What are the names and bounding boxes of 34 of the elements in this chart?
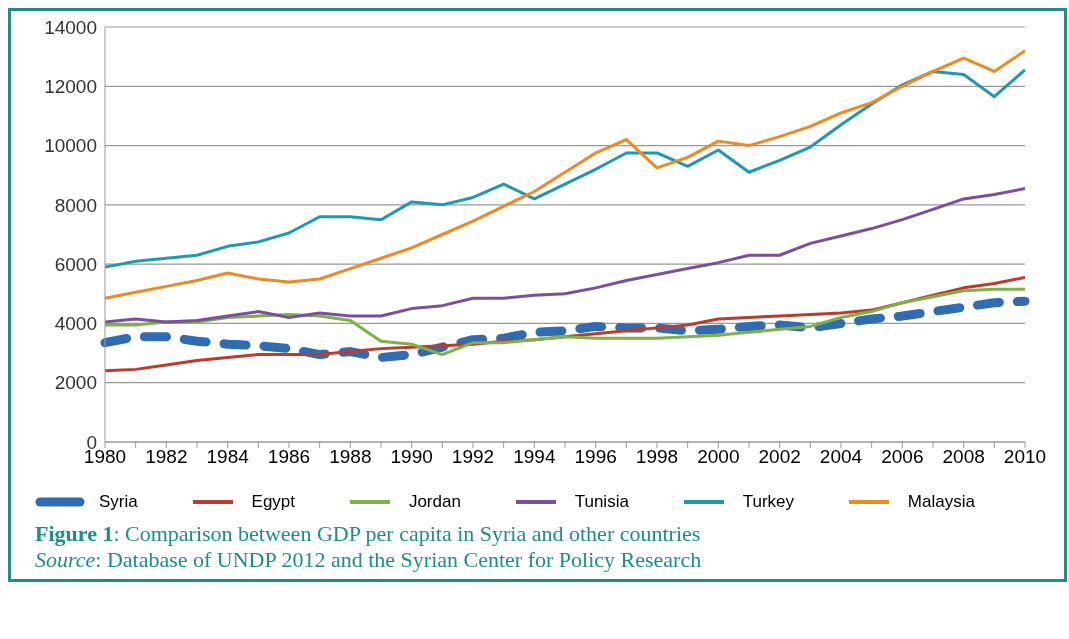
source-note: Source: Database of UNDP 2012 and the Syrian Center for Policy Research xyxy=(35,547,702,572)
text: Figure 1: Comparison between GDP per capita in Syria and other countries xyxy=(35,521,701,546)
x-tick-label: 2002 xyxy=(758,446,801,468)
y-tick-label: 14000 xyxy=(44,16,97,38)
x-tick-label: 1984 xyxy=(206,446,250,468)
y-tick-label: 10000 xyxy=(44,135,97,157)
line-series xyxy=(103,49,1027,300)
x-tick-label: 1982 xyxy=(145,446,188,468)
x-tick-label: 1992 xyxy=(451,446,495,468)
y-tick-label: 2000 xyxy=(54,372,97,394)
x-tick-label: 1998 xyxy=(635,446,679,468)
line-series xyxy=(103,287,1027,357)
x-tick-label: 2006 xyxy=(881,446,924,468)
y-tick-label: 6000 xyxy=(54,253,97,275)
legend-label: Jordan xyxy=(408,492,461,512)
x-tick-label: 2004 xyxy=(819,446,863,468)
legend-label: Tunisia xyxy=(574,492,629,512)
legend-label: Syria xyxy=(99,492,138,512)
legend-label: Egypt xyxy=(251,492,296,512)
legend-label: Turkey xyxy=(742,492,795,512)
x-tick-label: 2008 xyxy=(942,446,985,468)
y-tick-label: 12000 xyxy=(44,76,97,98)
line-series xyxy=(103,68,1027,269)
y-tick-label: 8000 xyxy=(54,194,97,216)
x-tick-label: 1996 xyxy=(574,446,617,468)
x-tick-label: 2010 xyxy=(1003,446,1047,468)
x-tick-label: 1994 xyxy=(513,446,556,468)
x-tick-label: 2000 xyxy=(697,446,740,468)
x-tick-label: 1990 xyxy=(390,446,433,468)
line-series xyxy=(103,187,1027,324)
y-tick-label: 4000 xyxy=(54,313,97,335)
legend-label: Malaysia xyxy=(907,492,975,512)
x-tick-label: 1986 xyxy=(267,446,311,468)
x-tick-label: 1988 xyxy=(329,446,372,468)
